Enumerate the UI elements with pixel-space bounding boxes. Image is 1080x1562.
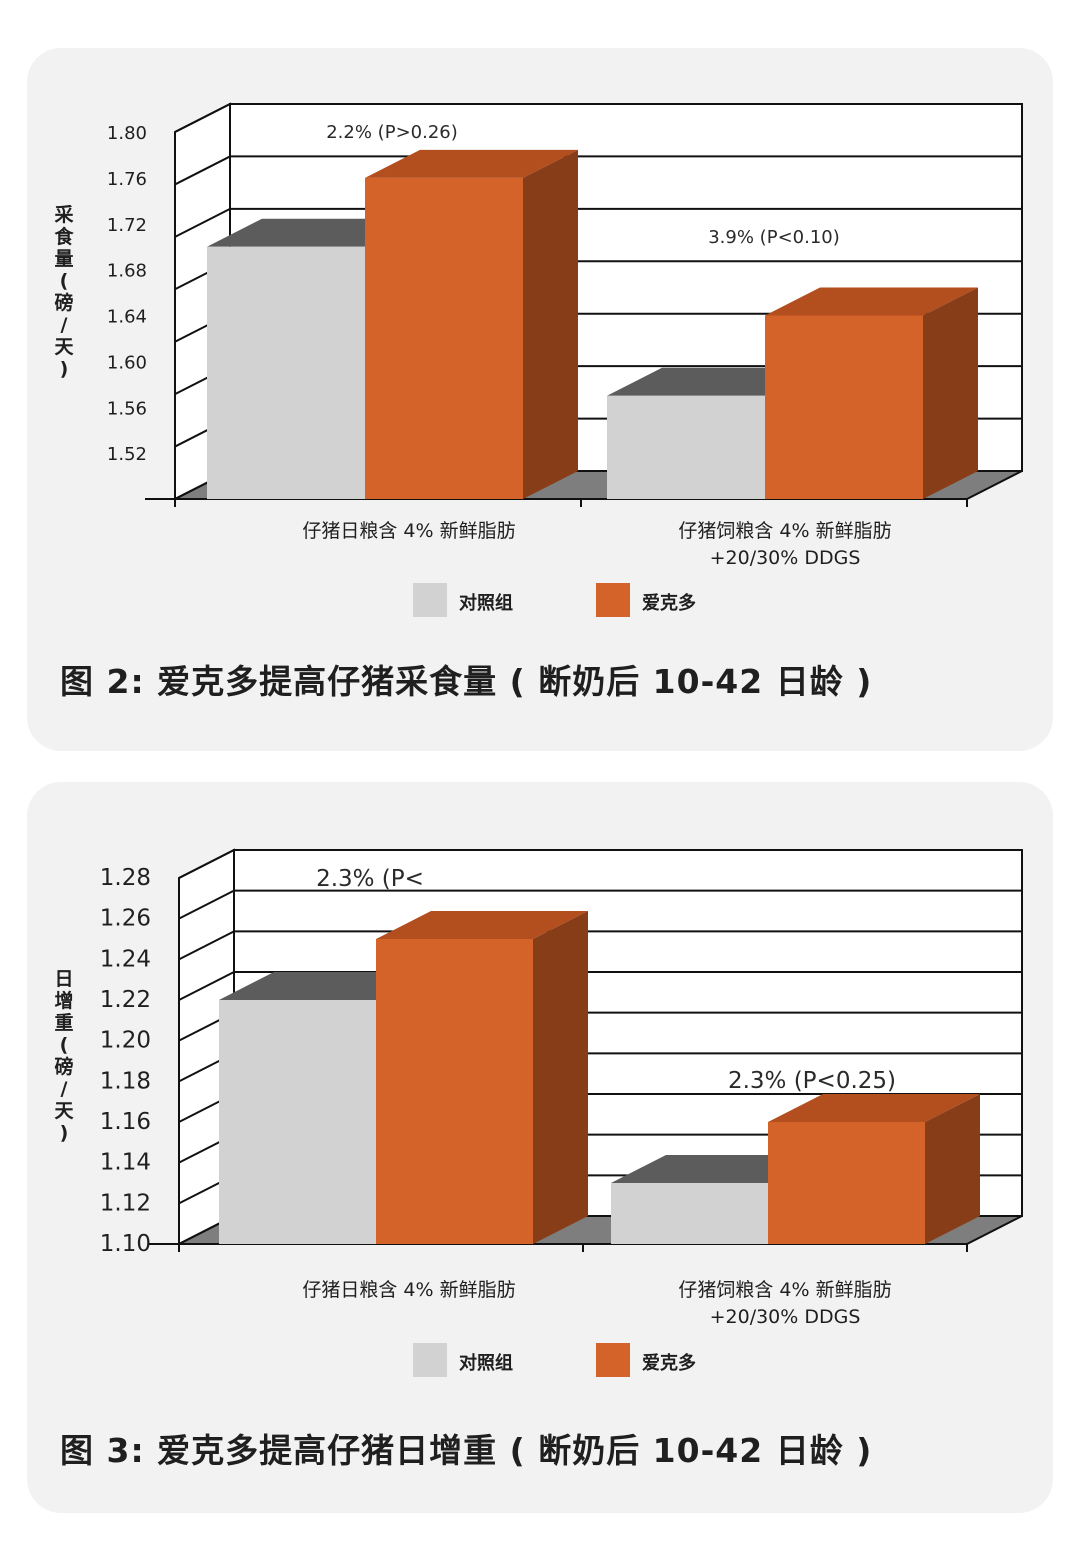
figure-card-feed-intake: 1.80 1.76 1.72 1.68 1.64 1.60 1.56 1.52 2.2% (P>… — [27, 48, 1053, 751]
y-tick-label: 1.76 — [107, 169, 147, 190]
bar-product-top — [768, 1094, 980, 1122]
legend-label: 对照组 — [459, 1353, 513, 1374]
y-tick-label: 1.60 — [107, 352, 147, 373]
x-category-label: 仔猪饲粮含 4% 新鲜脂肪 +20/30% DDGS — [678, 1279, 892, 1328]
bar-annotation: 3.9% (P<0.10) — [708, 227, 840, 248]
figure-title: 图 3: 爱克多提高仔猪日增重 ( 断奶后 10-42 日龄 ) — [60, 1431, 873, 1470]
y-tick-label: 1.80 — [107, 123, 147, 144]
bar-control — [207, 246, 365, 499]
bar-product — [376, 939, 533, 1244]
bar-control — [611, 1183, 768, 1244]
bar-annotation: 2.3% (P< — [316, 866, 424, 892]
bar-product — [365, 177, 523, 499]
x-category-label: 仔猪日粮含 4% 新鲜脂肪 — [302, 520, 516, 542]
chart-daily-gain: 1.28 1.26 1.24 1.22 1.20 1.18 1.16 1.14 1.12 1.10… — [100, 848, 1023, 1257]
figure-title: 图 2: 爱克多提高仔猪采食量 ( 断奶后 10-42 日龄 ) — [60, 662, 873, 701]
y-tick-label: 1.56 — [107, 398, 147, 419]
y-axis-label-char: 天 — [54, 1100, 74, 1122]
y-axis-label-char: 磅 — [54, 292, 74, 314]
bar-product-top — [765, 287, 978, 316]
bar-product-side — [523, 149, 578, 499]
bar-product — [768, 1122, 925, 1244]
y-axis-label-char: 量 — [54, 248, 74, 270]
gridline-side — [178, 889, 235, 920]
gridline-side — [178, 971, 235, 1001]
x-category-label: 仔猪饲粮含 4% 新鲜脂肪 +20/30% DDGS — [678, 520, 892, 569]
y-tick-label: 1.24 — [100, 946, 151, 972]
bar-product-side — [925, 1094, 980, 1244]
y-tick-label: 1.52 — [107, 444, 147, 465]
chart-feed-intake: 1.80 1.76 1.72 1.68 1.64 1.60 1.56 1.52 2.2% (P>… — [107, 102, 1023, 507]
y-axis-label-char: ( — [59, 1034, 69, 1056]
bar-product-top — [376, 911, 588, 939]
x-category-label: 仔猪日粮含 4% 新鲜脂肪 — [302, 1279, 516, 1301]
y-tick-label: 1.18 — [100, 1068, 151, 1094]
y-axis-label-char: 增 — [54, 990, 74, 1012]
y-axis-label-char: ( — [59, 270, 69, 292]
figure-card-daily-gain: 1.28 1.26 1.24 1.22 1.20 1.18 1.16 1.14 1.12 1.10… — [27, 782, 1053, 1513]
y-axis-label-char: 日 — [54, 968, 74, 990]
y-tick-label: 1.72 — [107, 215, 147, 236]
bar-product-side — [923, 287, 978, 499]
bar-product — [765, 315, 923, 499]
bar-product-side — [533, 911, 588, 1244]
bar-product-top — [365, 149, 578, 178]
gridline-side — [174, 103, 231, 133]
gridline-side — [174, 207, 231, 238]
legend-label: 爱克多 — [642, 1353, 696, 1374]
y-axis-label-char: 食 — [54, 226, 74, 248]
y-axis-label-char: ) — [59, 1122, 69, 1144]
y-axis-label: 日增重(磅 / 天) — [49, 968, 79, 1144]
y-axis-label-char: 磅 — [54, 1056, 74, 1078]
bar-control — [607, 395, 765, 499]
y-tick-label: 1.14 — [100, 1150, 151, 1176]
y-axis-label-char: ) — [59, 358, 69, 380]
gridline-side — [178, 930, 235, 961]
gridline-side — [174, 155, 231, 186]
legend-swatch — [413, 1343, 447, 1377]
y-axis-label-char: 采 — [54, 204, 74, 226]
legend-label: 爱克多 — [642, 593, 696, 614]
y-tick-label: 1.28 — [100, 865, 151, 891]
bar-annotation: 2.2% (P>0.26) — [326, 122, 458, 143]
y-axis-label-char: 重 — [54, 1012, 74, 1034]
y-tick-label: 1.12 — [100, 1190, 151, 1216]
y-tick-label: 1.26 — [100, 906, 151, 932]
legend-swatch — [413, 583, 447, 617]
y-tick-label: 1.64 — [107, 307, 147, 328]
bar-control — [219, 1000, 376, 1244]
bar-annotation: 2.3% (P<0.25) — [728, 1068, 896, 1094]
legend-label: 对照组 — [459, 593, 513, 614]
y-tick-label: 1.68 — [107, 261, 147, 282]
y-axis-label-char: / — [60, 314, 68, 336]
y-tick-label: 1.16 — [100, 1109, 151, 1135]
gridline-side — [178, 849, 235, 879]
y-tick-label: 1.22 — [100, 987, 151, 1013]
y-tick-label: 1.20 — [100, 1028, 151, 1054]
y-axis-label: 采食量(磅 / 天) — [49, 204, 79, 380]
y-axis-label-char: 天 — [54, 336, 74, 358]
legend-swatch — [596, 583, 630, 617]
y-axis-label-char: / — [60, 1078, 68, 1100]
y-tick-label: 1.10 — [100, 1231, 151, 1257]
legend-swatch — [596, 1343, 630, 1377]
